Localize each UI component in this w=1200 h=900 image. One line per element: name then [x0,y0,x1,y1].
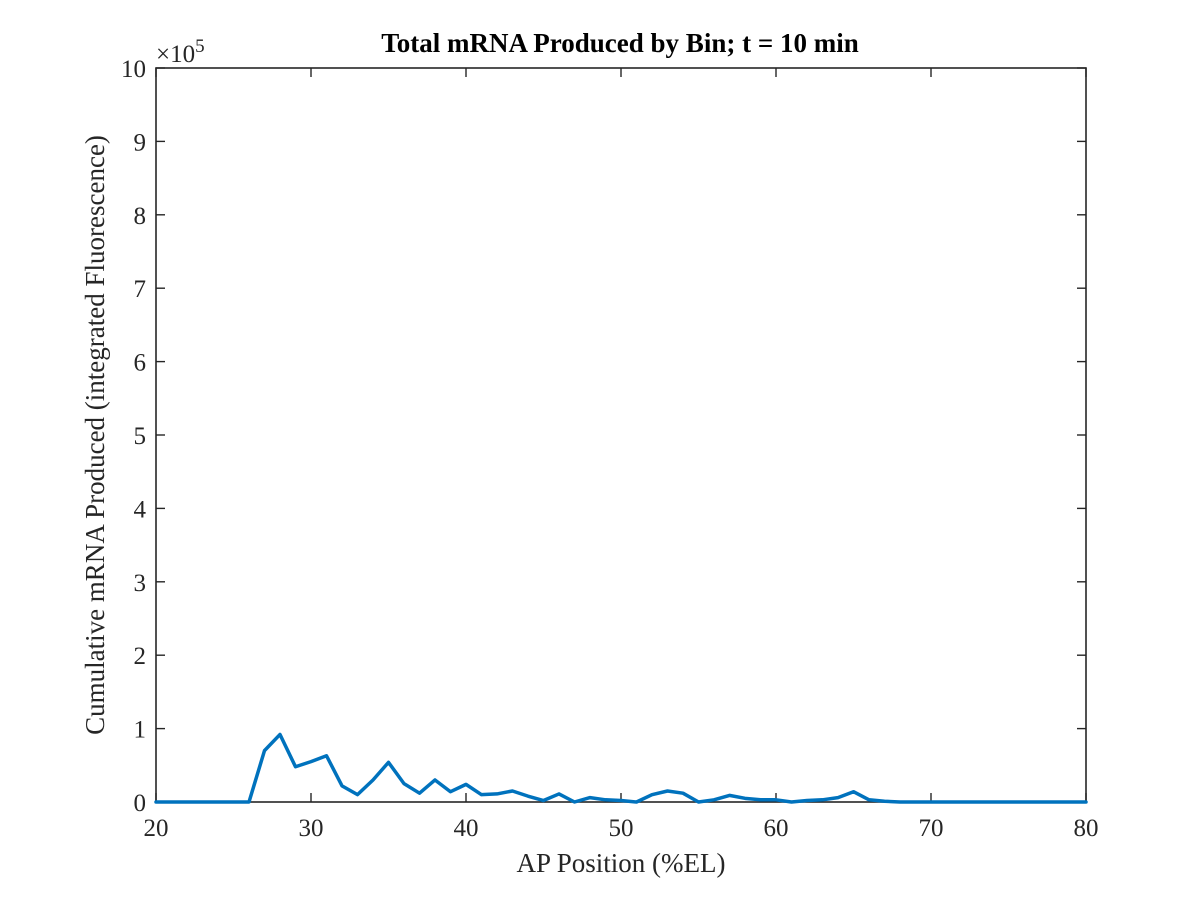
x-tick-label: 70 [919,815,944,842]
series-layer [154,732,1088,804]
x-tick-label: 30 [299,815,324,842]
y-tick-label: 1 [134,717,147,744]
y-tick-label: 5 [134,423,147,450]
axis-ticks: 20 30 40 50 60 70 80 0 1 2 3 4 5 6 7 8 9 10 [121,56,1099,842]
y-tick-label: 2 [134,643,147,670]
series-line [154,732,1088,804]
y-tick-label: 4 [134,496,147,523]
y-axis-label: Cumulative mRNA Produced (integrated Flu… [80,135,110,735]
y-tick-label: 6 [134,350,147,377]
x-tick-label: 50 [609,815,634,842]
x-axis-label: AP Position (%EL) [517,848,726,878]
x-tick-label: 40 [454,815,479,842]
x-tick-label: 60 [764,815,789,842]
y-tick-label: 9 [134,129,147,156]
y-multiplier-base: ×10 [156,41,195,68]
y-tick-label: 3 [134,570,147,597]
y-tick-label: 10 [121,56,146,83]
y-tick-label: 8 [134,203,147,230]
y-multiplier-exponent: 5 [195,36,205,57]
x-tick-label: 20 [144,815,169,842]
x-tick-label: 80 [1074,815,1099,842]
y-tick-label: 7 [134,276,147,303]
y-axis-multiplier: ×105 [156,36,205,68]
chart-title: Total mRNA Produced by Bin; t = 10 min [381,28,858,58]
y-tick-label: 0 [134,790,147,817]
